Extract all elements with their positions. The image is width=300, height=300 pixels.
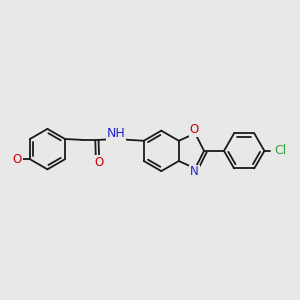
Text: O: O xyxy=(94,156,103,169)
Text: Cl: Cl xyxy=(274,144,286,158)
Text: N: N xyxy=(190,166,199,178)
Text: NH: NH xyxy=(107,128,125,140)
Text: O: O xyxy=(190,123,199,136)
Text: O: O xyxy=(13,153,22,166)
